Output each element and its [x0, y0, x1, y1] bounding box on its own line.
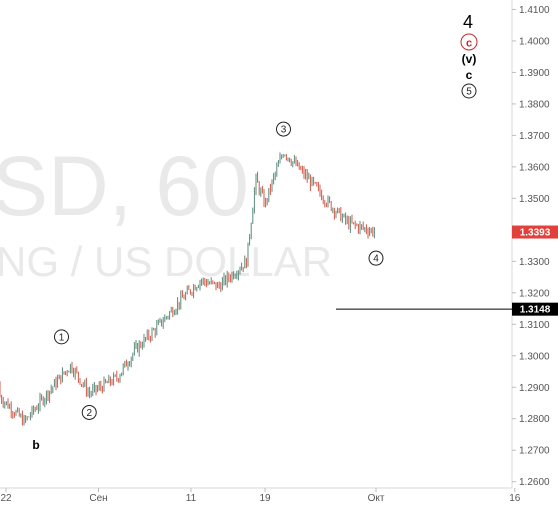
wave-label: 4	[373, 254, 379, 265]
wave-c-label: c	[466, 68, 473, 82]
time-tick-label: 22	[0, 493, 12, 504]
price-tick-label: 1.3300	[519, 257, 550, 268]
wave-label: 2	[86, 408, 92, 419]
current-price-tag	[512, 225, 558, 239]
time-tick-label: 16	[509, 493, 521, 504]
price-tick-label: 1.4100	[519, 5, 550, 16]
price-tick-label: 1.4000	[519, 36, 550, 47]
wave-b-label: b	[32, 438, 39, 452]
wave-circle	[368, 250, 384, 266]
price-tick-label: 1.3900	[519, 68, 550, 79]
time-tick-label: Окт	[368, 493, 385, 504]
price-tick-label: 1.3100	[519, 320, 550, 331]
wave-circle	[81, 404, 97, 420]
red-wave-c-label: c	[466, 38, 472, 50]
price-tick-label: 1.3800	[519, 99, 550, 110]
level-price-label: 1.3148	[520, 305, 551, 316]
time-tick-label: Сен	[89, 493, 107, 504]
time-tick-label: 19	[259, 493, 271, 504]
current-price-label: 1.3393	[520, 228, 551, 239]
wave-five-label: 5	[466, 87, 472, 98]
time-axis[interactable]: 22 Сен 11 19 Окт 16	[0, 488, 521, 504]
wave-label: 3	[281, 125, 287, 136]
price-tick-label: 1.3600	[519, 162, 550, 173]
price-tick-label: 1.2900	[519, 383, 550, 394]
time-tick-label: 11	[186, 493, 197, 504]
red-wave-circle	[460, 33, 478, 51]
wave-labels-group: 1 2 3 4	[54, 121, 384, 420]
price-tick-label: 1.2800	[519, 414, 550, 425]
candles-group	[0, 152, 375, 426]
wave-circle	[276, 121, 291, 137]
price-tick-label: 1.3200	[519, 288, 550, 299]
wave-label: 1	[59, 332, 65, 343]
level-price-tag	[512, 302, 558, 316]
wave-five-circle	[461, 83, 477, 99]
price-tick-label: 1.3500	[519, 194, 550, 205]
wave-v-label: (v)	[462, 52, 477, 66]
price-tick-label: 1.3000	[519, 351, 550, 362]
wave-circle	[54, 329, 69, 345]
price-tick-label: 1.3700	[519, 131, 550, 142]
price-axis[interactable]: 1.2600 1.2700 1.2800 1.2900 1.3000 1.3100 1.32…	[512, 5, 550, 488]
price-tick-label: 1.2600	[519, 477, 550, 488]
price-tick-label: 1.2700	[519, 446, 550, 457]
watermark-symbol: SD, 60	[0, 139, 249, 233]
watermark-description: NG / US DOLLAR	[0, 238, 332, 285]
wave-four-label: 4	[463, 12, 473, 32]
